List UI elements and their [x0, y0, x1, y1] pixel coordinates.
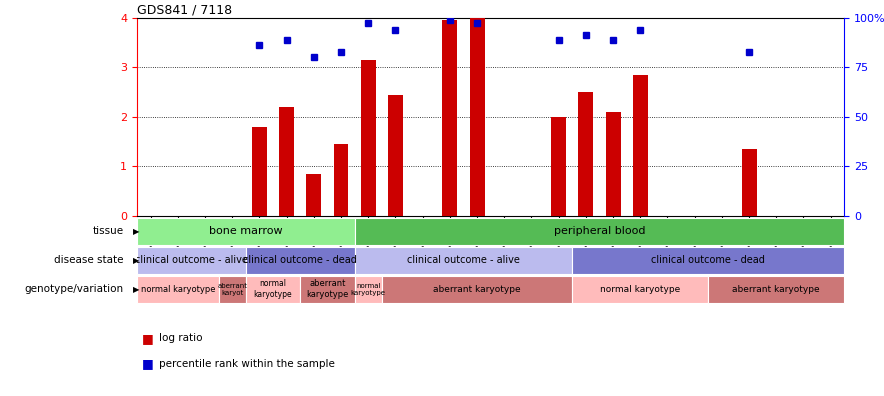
Text: GDS841 / 7118: GDS841 / 7118 [137, 4, 232, 17]
Text: bone marrow: bone marrow [209, 226, 283, 236]
Bar [246, 247, 354, 274]
Bar [708, 276, 844, 303]
Bar [382, 276, 572, 303]
Bar [361, 60, 376, 216]
Bar [572, 276, 708, 303]
Text: aberrant
karyot: aberrant karyot [217, 283, 248, 295]
Text: disease state: disease state [54, 255, 124, 265]
Bar [252, 127, 267, 216]
Text: normal karyotype: normal karyotype [141, 285, 215, 293]
Bar [572, 247, 844, 274]
Text: clinical outcome - dead: clinical outcome - dead [652, 255, 766, 265]
Bar [137, 247, 246, 274]
Bar [354, 247, 572, 274]
Bar [301, 276, 354, 303]
Text: peripheral blood: peripheral blood [553, 226, 645, 236]
Bar [606, 112, 621, 216]
Text: normal karyotype: normal karyotype [600, 285, 681, 293]
Bar [137, 218, 354, 245]
Text: normal
karyotype: normal karyotype [351, 283, 385, 295]
Text: tissue: tissue [93, 226, 124, 236]
Text: percentile rank within the sample: percentile rank within the sample [159, 359, 335, 369]
Bar [307, 174, 321, 216]
Bar [354, 276, 382, 303]
Text: log ratio: log ratio [159, 333, 202, 343]
Text: aberrant karyotype: aberrant karyotype [733, 285, 820, 293]
Bar [442, 20, 457, 216]
Bar [633, 75, 648, 216]
Text: ▶: ▶ [133, 285, 139, 293]
Bar [279, 107, 294, 216]
Text: ▶: ▶ [133, 256, 139, 265]
Bar [333, 144, 348, 216]
Text: genotype/variation: genotype/variation [25, 284, 124, 294]
Text: aberrant karyotype: aberrant karyotype [433, 285, 521, 293]
Bar [218, 276, 246, 303]
Text: ▶: ▶ [133, 227, 139, 236]
Text: ■: ■ [141, 358, 153, 370]
Text: clinical outcome - dead: clinical outcome - dead [243, 255, 357, 265]
Text: clinical outcome - alive: clinical outcome - alive [135, 255, 248, 265]
Bar [388, 95, 403, 216]
Bar [551, 117, 566, 216]
Bar [137, 276, 218, 303]
Text: aberrant
karyotype: aberrant karyotype [306, 280, 348, 299]
Bar [354, 218, 844, 245]
Text: clinical outcome - alive: clinical outcome - alive [407, 255, 520, 265]
Bar [246, 276, 301, 303]
Bar [469, 18, 484, 216]
Bar [578, 92, 593, 216]
Text: ■: ■ [141, 332, 153, 345]
Text: normal
karyotype: normal karyotype [254, 280, 293, 299]
Bar [742, 149, 757, 216]
